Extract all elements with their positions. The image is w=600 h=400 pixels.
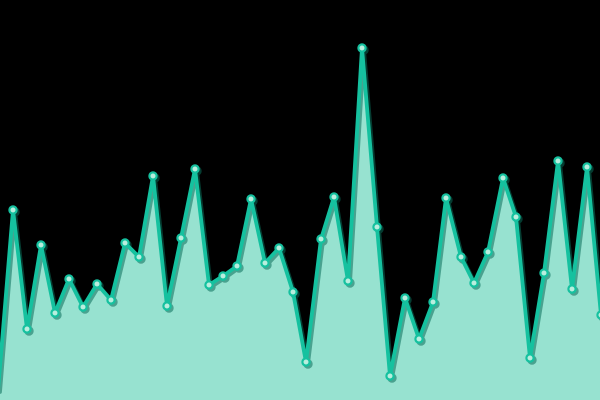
data-point-marker[interactable]	[343, 276, 353, 286]
series-layer	[0, 43, 600, 389]
data-point-marker[interactable]	[385, 371, 395, 381]
data-point-marker[interactable]	[22, 324, 32, 334]
data-point-marker[interactable]	[428, 297, 438, 307]
area-fill	[0, 48, 600, 400]
data-point-marker[interactable]	[8, 205, 18, 215]
data-point-marker[interactable]	[78, 302, 88, 312]
data-point-marker[interactable]	[498, 173, 508, 183]
data-point-marker[interactable]	[232, 261, 242, 271]
data-point-marker[interactable]	[553, 156, 563, 166]
data-point-marker[interactable]	[246, 194, 256, 204]
data-point-marker[interactable]	[357, 43, 367, 53]
data-point-marker[interactable]	[274, 243, 284, 253]
data-point-marker[interactable]	[204, 280, 214, 290]
data-point-marker[interactable]	[441, 193, 451, 203]
data-point-marker[interactable]	[483, 247, 493, 257]
data-point-marker[interactable]	[596, 310, 600, 320]
data-point-marker[interactable]	[372, 222, 382, 232]
data-point-marker[interactable]	[539, 268, 549, 278]
data-point-marker[interactable]	[176, 233, 186, 243]
data-point-marker[interactable]	[567, 284, 577, 294]
data-point-marker[interactable]	[162, 301, 172, 311]
data-point-marker[interactable]	[329, 192, 339, 202]
data-point-marker[interactable]	[50, 308, 60, 318]
data-point-marker[interactable]	[511, 212, 521, 222]
data-point-marker[interactable]	[316, 234, 326, 244]
data-point-marker[interactable]	[148, 171, 158, 181]
data-point-marker[interactable]	[414, 334, 424, 344]
data-point-marker[interactable]	[64, 274, 74, 284]
data-point-marker[interactable]	[301, 357, 311, 367]
data-point-marker[interactable]	[469, 278, 479, 288]
data-point-marker[interactable]	[92, 279, 102, 289]
data-point-marker[interactable]	[525, 353, 535, 363]
data-point-marker[interactable]	[260, 258, 270, 268]
data-point-marker[interactable]	[36, 240, 46, 250]
data-point-marker[interactable]	[218, 271, 228, 281]
data-point-marker[interactable]	[288, 287, 298, 297]
data-point-marker[interactable]	[134, 252, 144, 262]
data-point-marker[interactable]	[106, 295, 116, 305]
data-point-marker[interactable]	[582, 162, 592, 172]
data-point-marker[interactable]	[456, 252, 466, 262]
data-point-marker[interactable]	[400, 293, 410, 303]
data-point-marker[interactable]	[190, 164, 200, 174]
data-point-marker[interactable]	[120, 238, 130, 248]
